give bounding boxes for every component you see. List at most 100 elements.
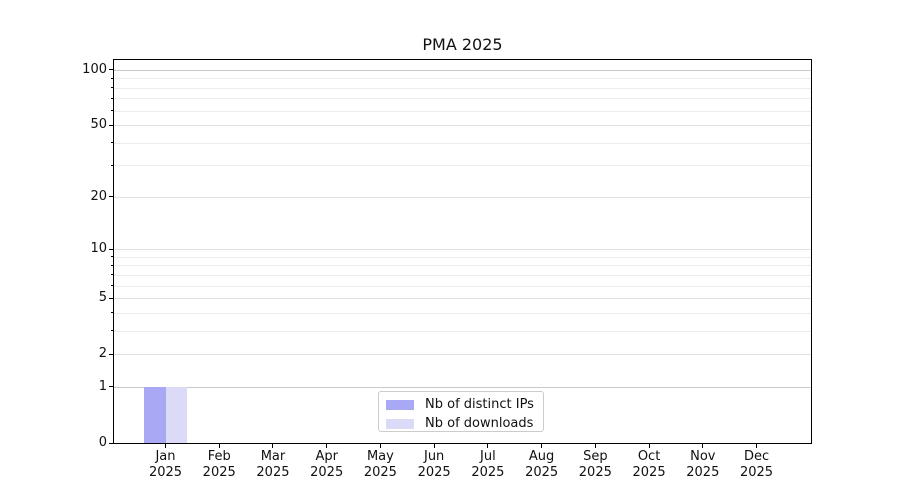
- y-tick-mark: [109, 196, 114, 198]
- x-tick-mark: [487, 444, 489, 448]
- x-tick-label-year: 2025: [578, 465, 612, 480]
- x-tick-label: Mar 2025: [238, 449, 308, 481]
- y-tick-label: 5: [98, 290, 107, 306]
- y-gridline-minor: [114, 78, 811, 80]
- x-tick-mark: [541, 444, 543, 448]
- y-tick-label: 50: [90, 117, 107, 133]
- y-gridline-minor: [114, 98, 811, 100]
- x-tick-label: May 2025: [345, 449, 415, 481]
- x-tick-label: Oct 2025: [614, 449, 684, 481]
- y-gridline-major: [114, 69, 811, 71]
- plot-area: [113, 59, 812, 444]
- y-gridline-minor: [114, 265, 811, 267]
- legend-item-distinct-ips: Nb of distinct IPs: [386, 395, 535, 414]
- y-tick-mark-minor: [111, 264, 114, 266]
- x-tick-label-month: Oct: [637, 449, 661, 464]
- bar-downloads: [165, 386, 187, 443]
- y-tick-mark: [109, 386, 114, 388]
- y-tick-label: 1: [98, 378, 107, 394]
- y-tick-label: 100: [82, 61, 107, 77]
- x-tick-label-month: Aug: [528, 449, 555, 464]
- y-tick-mark-minor: [111, 164, 114, 166]
- y-tick-label: 20: [90, 188, 107, 204]
- y-gridline-major: [114, 125, 811, 127]
- y-gridline-minor: [114, 110, 811, 112]
- x-tick-label-year: 2025: [202, 465, 236, 480]
- x-tick-label: Jun 2025: [399, 449, 469, 481]
- x-tick-mark: [326, 444, 328, 448]
- x-tick-mark: [272, 444, 274, 448]
- legend-swatch-downloads: [386, 418, 414, 429]
- y-tick-mark: [109, 297, 114, 299]
- y-gridline-major: [114, 298, 811, 300]
- y-gridline-major: [114, 386, 811, 388]
- legend-label-distinct-ips: Nb of distinct IPs: [425, 397, 534, 412]
- x-tick-label: Jan 2025: [131, 449, 201, 481]
- y-tick-mark: [109, 353, 114, 355]
- x-tick-label-month: Jul: [480, 449, 496, 464]
- legend: Nb of distinct IPs Nb of downloads: [378, 391, 544, 432]
- x-tick-mark: [702, 444, 704, 448]
- y-tick-mark: [109, 248, 114, 250]
- y-gridline-minor: [114, 312, 811, 314]
- y-tick-mark-minor: [111, 77, 114, 79]
- y-tick-mark: [109, 69, 114, 71]
- chart-title: PMA 2025: [422, 35, 503, 54]
- y-gridline-minor: [114, 142, 811, 144]
- y-tick-mark-minor: [111, 87, 114, 89]
- y-gridline-minor: [114, 87, 811, 89]
- x-tick-mark: [218, 444, 220, 448]
- x-tick-mark: [594, 444, 596, 448]
- x-tick-label-year: 2025: [256, 465, 290, 480]
- y-tick-mark-minor: [111, 274, 114, 276]
- y-gridline-major: [114, 249, 811, 251]
- x-tick-label-month: Apr: [315, 449, 338, 464]
- y-tick-label: 0: [98, 435, 107, 450]
- y-tick-mark: [109, 442, 114, 444]
- x-tick-mark: [648, 444, 650, 448]
- x-tick-label-year: 2025: [363, 465, 397, 480]
- x-tick-label: Jul 2025: [453, 449, 523, 481]
- legend-swatch-distinct-ips: [386, 399, 414, 410]
- y-tick-mark-minor: [111, 142, 114, 144]
- x-tick-label: Feb 2025: [184, 449, 254, 481]
- y-tick-mark-minor: [111, 312, 114, 314]
- legend-item-downloads: Nb of downloads: [386, 414, 535, 433]
- x-tick-label-month: Feb: [207, 449, 231, 464]
- x-tick-label: Apr 2025: [292, 449, 362, 481]
- x-tick-mark: [433, 444, 435, 448]
- y-gridline-major: [114, 196, 811, 198]
- x-tick-label-year: 2025: [739, 465, 774, 480]
- y-tick-mark-minor: [111, 285, 114, 287]
- y-tick-mark-minor: [111, 256, 114, 258]
- x-tick-label-month: Dec: [743, 449, 770, 464]
- x-tick-mark: [379, 444, 381, 448]
- bar-distinct-ips: [144, 386, 166, 443]
- x-tick-label-month: Nov: [690, 449, 716, 464]
- x-tick-label-month: May: [366, 449, 394, 464]
- x-tick-label-month: Sep: [583, 449, 608, 464]
- x-tick-label-year: 2025: [148, 465, 183, 480]
- x-tick-label-year: 2025: [632, 465, 666, 480]
- y-tick-label: 10: [90, 241, 107, 257]
- x-tick-label-year: 2025: [417, 465, 451, 480]
- legend-label-downloads: Nb of downloads: [425, 416, 534, 431]
- x-tick-label-year: 2025: [310, 465, 344, 480]
- x-tick-label-month: Jun: [423, 449, 445, 464]
- x-tick-mark: [165, 444, 166, 448]
- y-tick-mark-minor: [111, 110, 114, 112]
- y-tick-mark: [109, 124, 114, 126]
- x-tick-label-year: 2025: [686, 465, 720, 480]
- y-gridline-minor: [114, 274, 811, 276]
- y-gridline-minor: [114, 330, 811, 332]
- y-gridline-minor: [114, 165, 811, 167]
- y-tick-mark-minor: [111, 97, 114, 99]
- x-tick-label-year: 2025: [471, 465, 505, 480]
- y-gridline-major: [114, 354, 811, 356]
- x-tick-label: Nov 2025: [668, 449, 738, 481]
- y-gridline-minor: [114, 285, 811, 287]
- y-tick-label: 2: [98, 346, 107, 362]
- x-tick-label: Dec 2025: [722, 449, 792, 481]
- y-tick-mark-minor: [111, 330, 114, 332]
